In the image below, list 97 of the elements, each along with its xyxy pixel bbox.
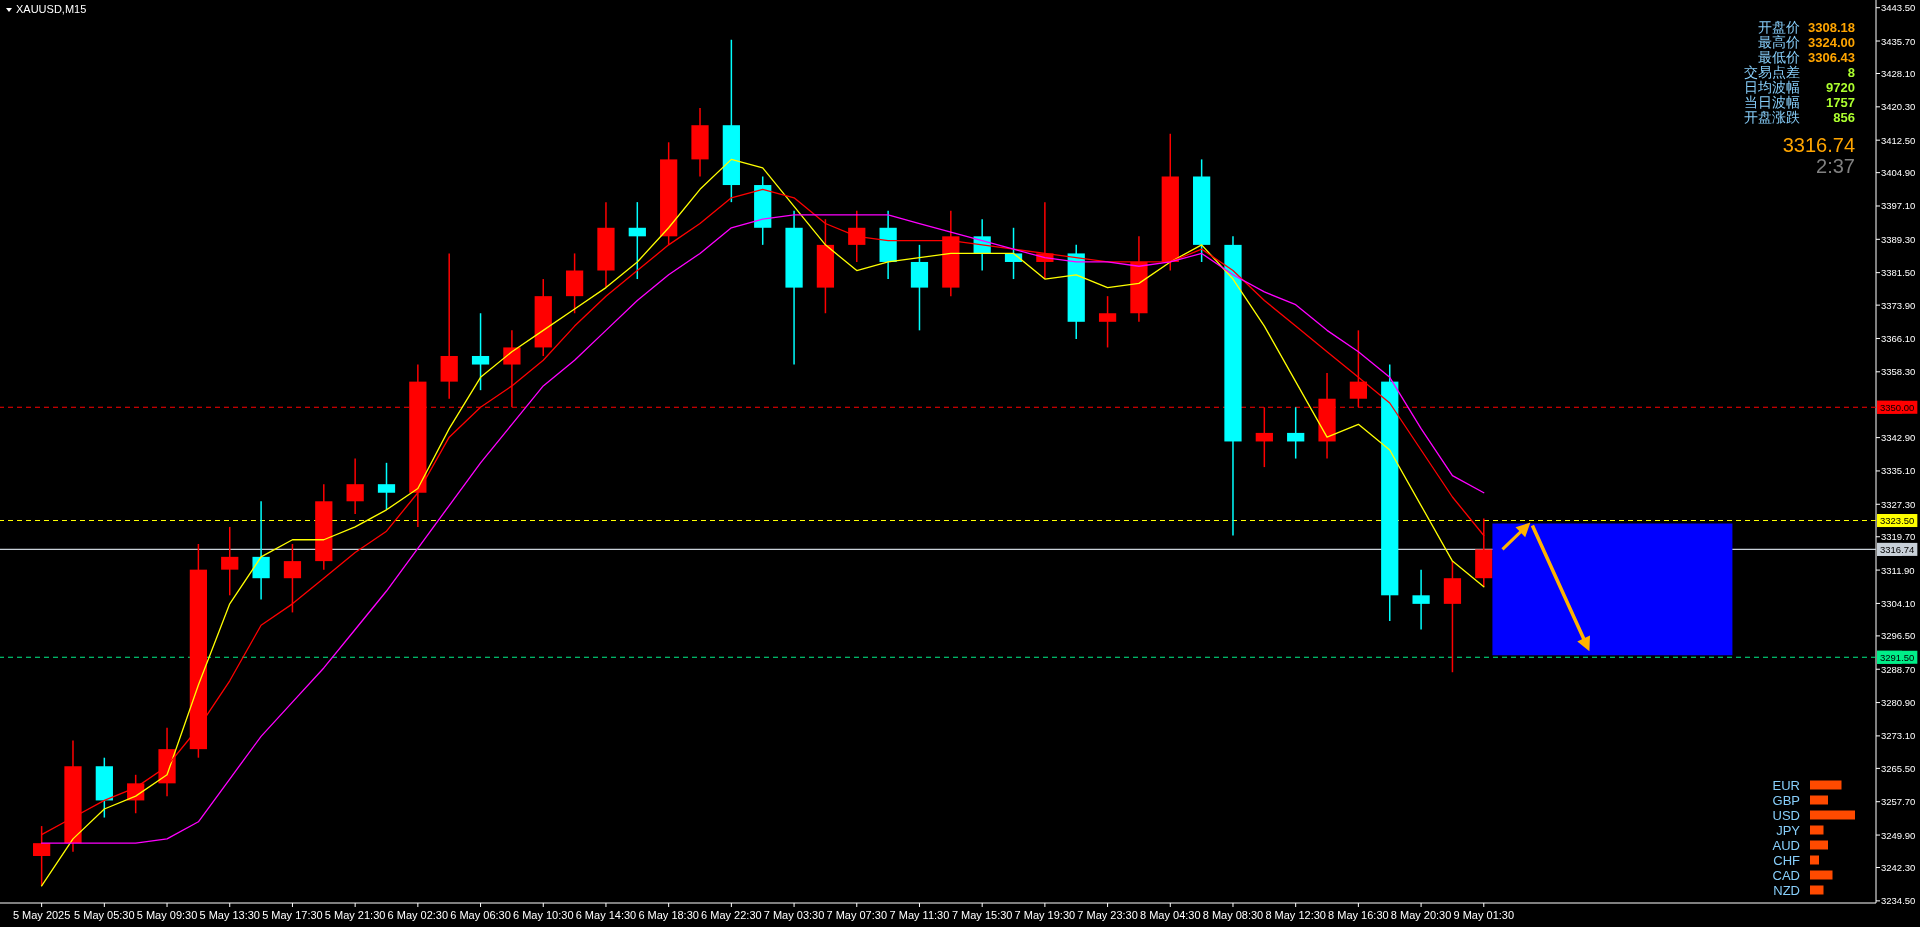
x-tick-label: 7 May 23:30 <box>1077 909 1138 921</box>
x-tick-label: 7 May 19:30 <box>1014 909 1076 921</box>
y-tick-label: 3273.10 <box>1881 730 1916 742</box>
text: 1757 <box>1826 95 1855 110</box>
chart-title: XAUUSD,M15 <box>16 3 87 15</box>
x-tick-label: 7 May 07:30 <box>826 909 888 921</box>
candlestick <box>283 543 302 614</box>
y-tick-label: 3280.90 <box>1881 697 1916 709</box>
x-tick-label: 5 May 21:30 <box>324 909 386 921</box>
y-tick-label: AUD <box>1772 837 1800 853</box>
x-tick-label: 5 May 2025 <box>12 909 71 921</box>
y-tick-label: NZD <box>1773 882 1800 898</box>
x-tick-label: 7 May 15:30 <box>951 909 1013 921</box>
y-tick-label: 3327.30 <box>1881 498 1916 510</box>
text: 开盘涨跌 <box>1744 109 1800 125</box>
bar <box>1810 795 1828 805</box>
y-tick-label: EUR <box>1772 777 1800 793</box>
y-tick-label: 3412.50 <box>1881 134 1916 146</box>
y-tick-label: 3358.30 <box>1881 366 1916 378</box>
x-tick-label: 6 May 18:30 <box>638 909 699 921</box>
text: 8 <box>1847 65 1855 80</box>
y-tick-label: 3257.70 <box>1881 796 1916 808</box>
y-tick-label: 3342.90 <box>1881 432 1916 444</box>
y-tick-label: 3304.10 <box>1881 597 1916 609</box>
y-tick-label: 3296.50 <box>1881 630 1916 642</box>
candlestick <box>221 526 239 597</box>
x-tick-label: 6 May 06:30 <box>450 909 511 921</box>
text: 3324.00 <box>1808 35 1855 50</box>
candlestick <box>346 457 364 515</box>
candlestick <box>628 201 646 280</box>
candlestick <box>1098 295 1117 349</box>
y-tick-label: 3389.30 <box>1881 233 1916 245</box>
y-tick-label: 3443.50 <box>1881 2 1916 14</box>
candlestick <box>377 462 396 511</box>
text: 3308.18 <box>1808 20 1855 35</box>
y-tick-label: 3288.70 <box>1881 663 1916 675</box>
y-tick-label: 3373.90 <box>1881 299 1916 311</box>
x-tick-label: 8 May 08:30 <box>1202 909 1264 921</box>
text: 9720 <box>1826 80 1855 95</box>
candlestick <box>848 209 866 263</box>
y-tick-label: 3428.10 <box>1881 68 1916 79</box>
text: 2:37 <box>1816 155 1855 177</box>
x-tick-label: 5 May 05:30 <box>74 909 135 921</box>
candlestick <box>1412 568 1430 631</box>
y-tick-label: 3420.30 <box>1881 101 1916 113</box>
y-tick-label: JPY <box>1776 822 1801 838</box>
x-tick-label: 6 May 14:30 <box>575 909 637 921</box>
y-tick-label: GBP <box>1772 792 1800 808</box>
y-tick-label: CHF <box>1773 852 1801 868</box>
x-tick-label: 8 May 20:30 <box>1390 909 1452 921</box>
x-tick-label: 8 May 04:30 <box>1140 909 1201 921</box>
ref-line-label: 3316.74 <box>1880 543 1915 555</box>
text: 3306.43 <box>1808 50 1855 65</box>
y-tick-label: 3435.70 <box>1881 35 1916 47</box>
y-tick-label: 3311.90 <box>1881 564 1915 576</box>
text: 最低价 <box>1758 49 1800 65</box>
bar <box>1810 870 1833 880</box>
y-tick-label: CAD <box>1772 867 1800 883</box>
text: 最高价 <box>1758 34 1800 50</box>
bar <box>1810 885 1824 895</box>
y-tick-label: 3381.50 <box>1881 267 1916 279</box>
x-tick-label: 5 May 09:30 <box>136 909 198 921</box>
y-tick-label: USD <box>1772 807 1800 823</box>
y-tick-label: 3404.90 <box>1881 167 1916 179</box>
bar <box>1810 855 1819 865</box>
x-tick-label: 6 May 22:30 <box>701 909 762 921</box>
candlestick <box>1287 406 1305 460</box>
candlestick <box>252 500 270 601</box>
text: 856 <box>1833 110 1855 125</box>
y-tick-label: 3242.30 <box>1881 862 1916 874</box>
ref-line-label: 3323.50 <box>1880 515 1915 527</box>
bar <box>1810 780 1842 790</box>
y-tick-label: 3335.10 <box>1881 465 1916 477</box>
bar <box>1810 825 1824 835</box>
x-tick-label: 7 May 03:30 <box>763 909 825 921</box>
y-tick-label: 3234.50 <box>1881 895 1916 907</box>
x-tick-label: 8 May 16:30 <box>1328 909 1389 921</box>
text: 3316.74 <box>1782 134 1855 156</box>
y-tick-label: 3265.50 <box>1881 762 1916 774</box>
text: 日均波幅 <box>1744 79 1800 95</box>
bar <box>1810 840 1828 850</box>
x-tick-label: 6 May 02:30 <box>387 909 449 921</box>
x-tick-label: 7 May 11:30 <box>889 909 950 921</box>
text: 交易点差 <box>1744 64 1800 80</box>
x-tick-label: 5 May 17:30 <box>262 909 323 921</box>
text: 开盘价 <box>1758 19 1800 35</box>
x-tick-label: 9 May 01:30 <box>1453 909 1515 921</box>
candlestick <box>471 312 490 391</box>
bar <box>1810 810 1855 820</box>
x-tick-label: 6 May 10:30 <box>512 909 574 921</box>
text: 当日波幅 <box>1744 94 1800 110</box>
y-tick-label: 3366.10 <box>1881 332 1916 344</box>
x-tick-label: 8 May 12:30 <box>1265 909 1326 921</box>
y-tick-label: 3319.70 <box>1881 531 1916 543</box>
x-tick-label: 5 May 13:30 <box>199 909 261 921</box>
y-tick-label: 3249.90 <box>1881 829 1916 841</box>
y-tick-label: 3397.10 <box>1881 200 1916 212</box>
